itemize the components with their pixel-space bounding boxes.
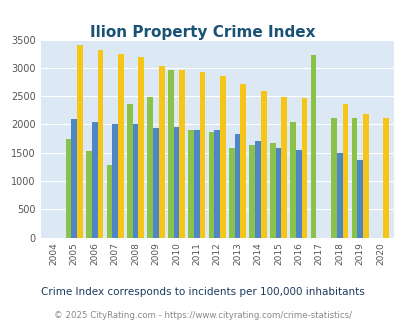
Bar	[356, 160, 362, 238]
Text: Crime Index corresponds to incidents per 100,000 inhabitants: Crime Index corresponds to incidents per…	[41, 287, 364, 297]
Bar	[66, 139, 71, 238]
Bar	[240, 84, 245, 238]
Bar	[351, 118, 356, 238]
Bar	[234, 134, 240, 238]
Bar	[281, 97, 286, 238]
Bar	[77, 45, 83, 238]
Bar	[92, 122, 97, 238]
Bar	[194, 130, 199, 238]
Bar	[295, 150, 301, 238]
Text: Ilion Property Crime Index: Ilion Property Crime Index	[90, 25, 315, 40]
Text: © 2025 CityRating.com - https://www.cityrating.com/crime-statistics/: © 2025 CityRating.com - https://www.city…	[54, 311, 351, 320]
Bar	[310, 55, 315, 238]
Bar	[362, 114, 368, 238]
Bar	[118, 54, 124, 238]
Bar	[147, 97, 153, 238]
Bar	[188, 130, 194, 238]
Bar	[382, 118, 388, 238]
Bar	[167, 70, 173, 238]
Bar	[290, 122, 295, 238]
Bar	[158, 66, 164, 238]
Bar	[179, 70, 185, 238]
Bar	[269, 143, 275, 238]
Bar	[260, 91, 266, 238]
Bar	[301, 98, 307, 238]
Bar	[342, 104, 347, 238]
Bar	[71, 119, 77, 238]
Bar	[208, 132, 214, 238]
Bar	[153, 128, 158, 238]
Bar	[199, 72, 205, 238]
Bar	[249, 145, 255, 238]
Bar	[228, 148, 234, 238]
Bar	[132, 124, 138, 238]
Bar	[106, 165, 112, 238]
Bar	[127, 104, 132, 238]
Bar	[336, 153, 342, 238]
Bar	[173, 127, 179, 238]
Bar	[86, 151, 92, 238]
Bar	[112, 124, 118, 238]
Bar	[214, 130, 220, 238]
Bar	[275, 148, 281, 238]
Bar	[138, 56, 144, 238]
Bar	[97, 50, 103, 238]
Bar	[255, 142, 260, 238]
Bar	[220, 76, 225, 238]
Bar	[330, 118, 336, 238]
